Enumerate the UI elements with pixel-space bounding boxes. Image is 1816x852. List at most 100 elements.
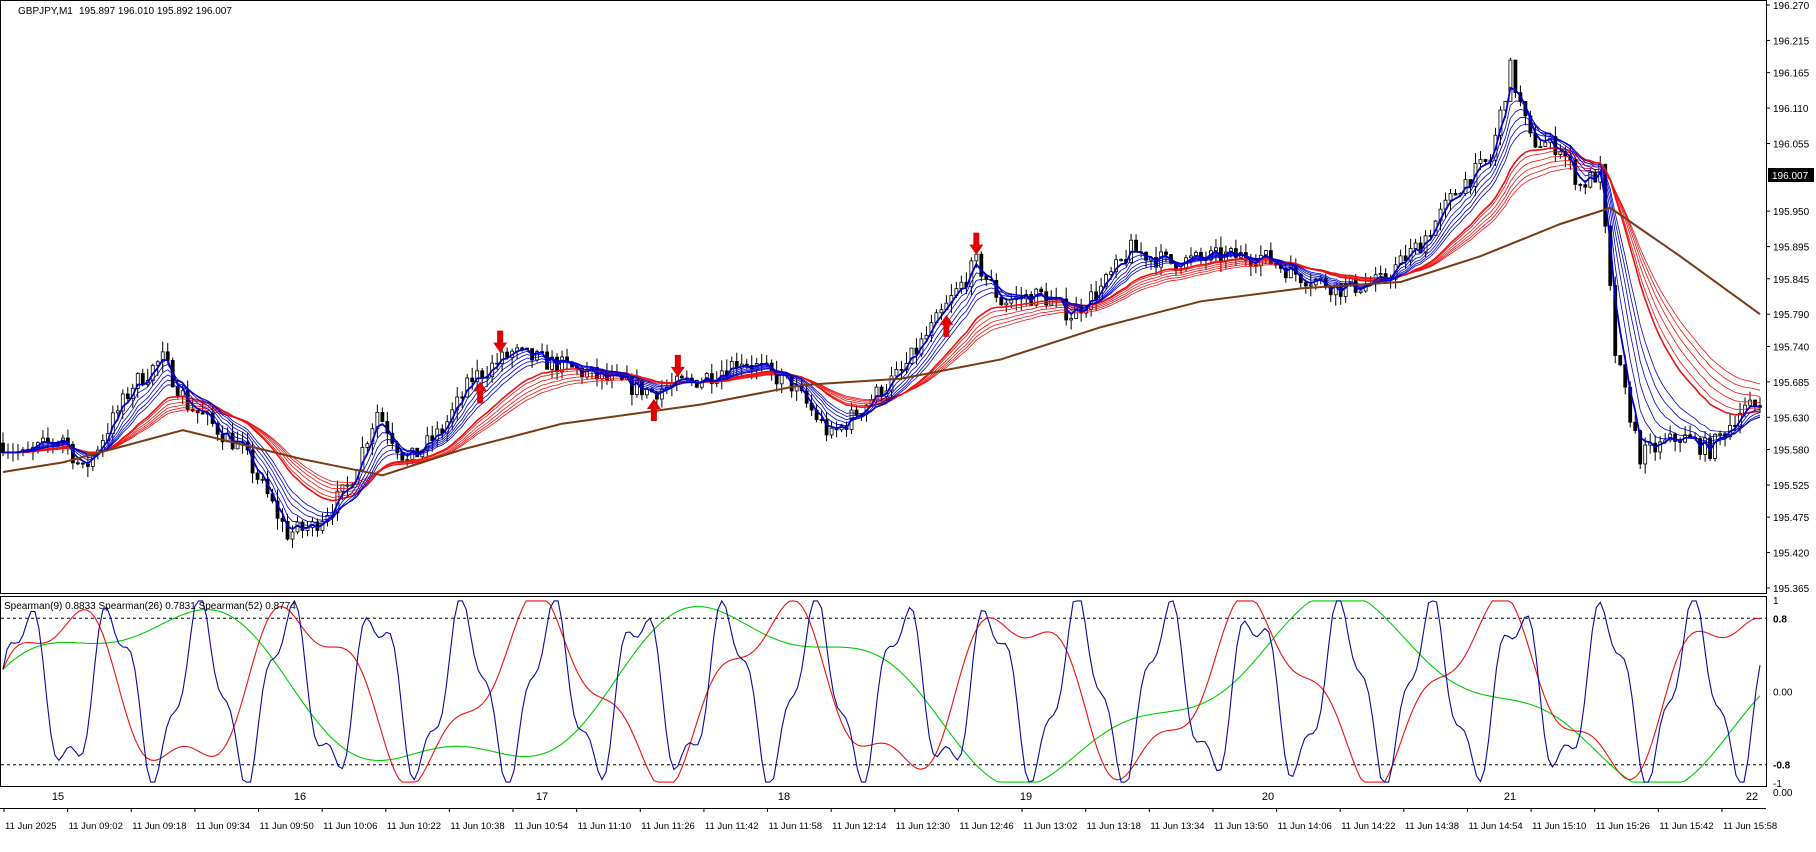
candle bbox=[555, 353, 559, 380]
candle bbox=[909, 347, 914, 365]
time-tick-label: 11 Jun 13:02 bbox=[1023, 821, 1077, 832]
candle bbox=[709, 363, 714, 394]
fast-ema-line bbox=[2, 86, 1761, 531]
time-tick-label: 11 Jun 10:54 bbox=[514, 821, 568, 832]
candle bbox=[894, 361, 899, 378]
candle bbox=[145, 368, 150, 388]
candle bbox=[1398, 249, 1403, 266]
time-tick-label: 11 Jun 12:14 bbox=[832, 821, 886, 832]
indicator-tick-label: 0.8 bbox=[1773, 614, 1787, 625]
candle bbox=[844, 421, 849, 437]
day-label: 19 bbox=[1020, 791, 1032, 803]
candle bbox=[195, 410, 200, 424]
price-axis: 196.270 196.215 196.165 196.110 196.055 195.9… bbox=[1766, 1, 1810, 595]
day-label: 18 bbox=[778, 791, 790, 803]
candle bbox=[829, 421, 834, 439]
candle bbox=[1363, 272, 1368, 293]
candles-layer bbox=[1, 57, 1762, 548]
candle bbox=[874, 383, 879, 404]
signal-arrows-layer bbox=[473, 232, 984, 422]
time-tick-label: 11 Jun 10:22 bbox=[387, 821, 441, 832]
time-tick-label: 11 Jun 11:10 bbox=[578, 821, 632, 832]
time-tick-label: 11 Jun 09:34 bbox=[196, 821, 250, 832]
time-tick-label: 11 Jun 12:46 bbox=[959, 821, 1013, 832]
candle bbox=[679, 374, 684, 379]
candle bbox=[1114, 254, 1118, 279]
price-tick-label: 195.475 bbox=[1773, 513, 1810, 524]
price-tick-label: 196.215 bbox=[1773, 36, 1810, 47]
time-tick-label: 11 Jun 14:22 bbox=[1341, 821, 1395, 832]
price-tick-label: 195.790 bbox=[1773, 310, 1810, 321]
indicator-tick-label: 0.00 bbox=[1773, 688, 1793, 699]
time-tick-label: 11 Jun 2025 bbox=[5, 821, 57, 832]
candle bbox=[1104, 272, 1109, 291]
day-axis: 15 16 17 18 19 20 21 22 bbox=[52, 791, 1758, 803]
candle bbox=[1283, 263, 1288, 283]
day-label: 17 bbox=[536, 791, 548, 803]
candle bbox=[465, 373, 470, 398]
candle bbox=[565, 348, 569, 371]
time-tick-label: 11 Jun 14:54 bbox=[1468, 821, 1522, 832]
time-tick-label: 11 Jun 11:26 bbox=[641, 821, 695, 832]
fast-ema-line bbox=[2, 123, 1761, 517]
indicator-bottom-label: 0.00 bbox=[1773, 788, 1793, 799]
candle bbox=[125, 387, 130, 403]
candle bbox=[310, 517, 315, 537]
indicator-legend: Spearman(9) 0.8833 Spearman(26) 0.7831 S… bbox=[4, 601, 296, 612]
indicator-axis: 10.80.00-0.8-10.00 bbox=[1773, 596, 1793, 799]
current-price-label: 196.007 bbox=[1772, 171, 1809, 182]
candle bbox=[375, 404, 380, 438]
time-tick-label: 11 Jun 14:38 bbox=[1405, 821, 1459, 832]
time-tick-label: 11 Jun 15:58 bbox=[1723, 821, 1777, 832]
candle bbox=[1044, 282, 1049, 309]
buy-arrow-icon bbox=[646, 399, 661, 422]
candle bbox=[300, 520, 305, 539]
price-tick-label: 196.055 bbox=[1773, 140, 1810, 151]
price-tick-label: 195.630 bbox=[1773, 413, 1810, 424]
candle bbox=[1658, 435, 1663, 460]
candle bbox=[1633, 414, 1638, 434]
candle bbox=[325, 507, 330, 527]
time-axis: 11 Jun 2025 11 Jun 09:02 11 Jun 09:18 11 Ju… bbox=[3, 808, 1777, 832]
chart-header-ohlc: 195.897 196.010 195.892 196.007 bbox=[79, 6, 232, 17]
candle bbox=[1673, 432, 1678, 452]
indicator-plot-frame bbox=[0, 596, 1767, 787]
slow-ema-line bbox=[2, 151, 1760, 498]
day-label: 16 bbox=[294, 791, 306, 803]
fast-ema-line bbox=[2, 100, 1761, 527]
current-price-tag bbox=[1768, 168, 1814, 182]
time-tick-label: 11 Jun 15:10 bbox=[1532, 821, 1586, 832]
time-tick-label: 11 Jun 14:06 bbox=[1278, 821, 1332, 832]
price-tick-label: 195.685 bbox=[1773, 378, 1810, 389]
candle bbox=[285, 513, 290, 541]
time-tick-label: 11 Jun 09:18 bbox=[132, 821, 186, 832]
candle bbox=[1578, 182, 1583, 192]
candle bbox=[1119, 258, 1123, 262]
candle bbox=[80, 462, 85, 469]
candle bbox=[1703, 431, 1707, 462]
buy-arrow-icon bbox=[473, 381, 488, 404]
candle bbox=[1358, 290, 1363, 295]
candle bbox=[914, 338, 919, 365]
chart-header-symbol: GBPJPY,M1 bbox=[18, 6, 73, 17]
spearman-26-line bbox=[2, 600, 1761, 783]
candle bbox=[345, 476, 350, 497]
candle bbox=[814, 404, 819, 423]
time-tick-label: 11 Jun 15:26 bbox=[1596, 821, 1650, 832]
time-tick-label: 11 Jun 11:42 bbox=[705, 821, 759, 832]
price-tick-label: 196.165 bbox=[1773, 69, 1810, 80]
candle bbox=[1343, 276, 1348, 304]
time-tick-label: 11 Jun 10:06 bbox=[323, 821, 377, 832]
time-tick-label: 11 Jun 15:42 bbox=[1659, 821, 1713, 832]
candle bbox=[1713, 433, 1717, 462]
candle bbox=[1413, 238, 1418, 255]
candle bbox=[610, 364, 614, 389]
candle bbox=[70, 441, 75, 470]
slow-ema-line bbox=[3, 160, 1761, 490]
candle bbox=[560, 350, 564, 379]
price-tick-label: 195.845 bbox=[1773, 275, 1810, 286]
main-plot-frame bbox=[0, 0, 1767, 594]
price-tick-label: 195.365 bbox=[1773, 584, 1810, 595]
